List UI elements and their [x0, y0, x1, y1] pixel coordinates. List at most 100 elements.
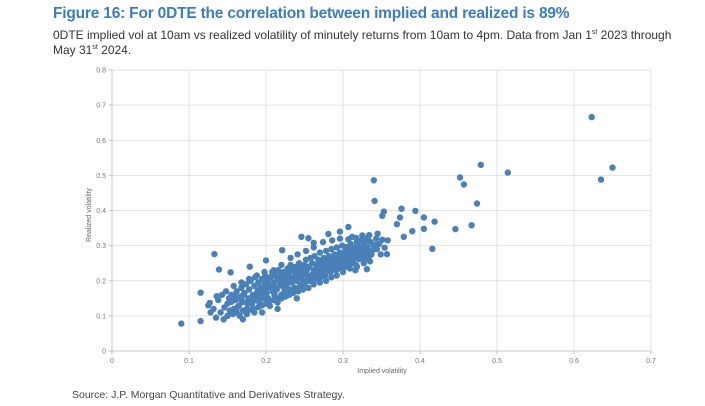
data-point: [312, 275, 319, 283]
data-point: [248, 295, 255, 302]
data-point: [220, 316, 227, 323]
data-point: [274, 299, 281, 306]
data-point: [263, 289, 270, 297]
data-point: [327, 268, 334, 276]
data-point: [234, 303, 241, 311]
y-tick-label: 0.8: [96, 68, 106, 75]
data-point: [336, 235, 344, 242]
data-point: [287, 261, 294, 269]
data-point: [295, 260, 303, 267]
data-point: [316, 249, 324, 256]
data-point: [374, 230, 381, 237]
data-point: [281, 288, 288, 295]
data-point: [228, 298, 235, 305]
subtitle-text: 2024.: [97, 43, 132, 57]
data-point: [336, 228, 344, 235]
data-point: [366, 258, 374, 265]
data-point: [328, 274, 335, 281]
data-point: [278, 261, 285, 269]
y-tick-label: 0.2: [96, 278, 106, 285]
data-point: [429, 245, 436, 252]
data-point: [319, 238, 327, 246]
data-point: [460, 181, 468, 188]
data-point: [328, 245, 335, 253]
data-point: [597, 176, 605, 183]
axes: [109, 69, 652, 354]
data-point: [368, 251, 375, 258]
data-point: [212, 314, 220, 321]
subtitle-text: 0DTE implied vol at 10am vs realized vol…: [53, 28, 592, 42]
subtitle-superscript: st: [92, 44, 98, 51]
data-point: [211, 250, 218, 258]
data-point: [240, 291, 247, 298]
data-point: [316, 279, 324, 286]
data-point: [299, 286, 307, 293]
data-point: [371, 197, 378, 205]
x-tick-label: 0.4: [415, 358, 425, 365]
tick-labels: 0 0.1 0.2 0.3 0.4 0.5 0.6 0.7 0.8 0 0.1 0.2 0.3 0.4 0.…: [96, 68, 656, 366]
data-point: [287, 254, 294, 262]
data-point: [353, 263, 361, 270]
data-point: [266, 302, 274, 310]
data-points: [178, 113, 616, 327]
data-point: [262, 257, 270, 264]
y-tick-label: 0.7: [96, 103, 106, 110]
data-point: [304, 272, 311, 279]
y-tick-label: 0.4: [96, 208, 106, 215]
data-point: [289, 279, 296, 286]
data-point: [275, 267, 282, 274]
data-point: [232, 293, 239, 300]
data-point: [359, 254, 367, 262]
data-point: [379, 212, 386, 219]
x-axis-label: Implied volatility: [357, 368, 407, 375]
data-point: [314, 268, 321, 276]
x-tick-label: 0: [110, 358, 114, 365]
data-point: [335, 260, 342, 267]
data-point: [339, 242, 346, 249]
source-note: Source: J.P. Morgan Quantitative and Der…: [72, 389, 345, 401]
data-point: [271, 291, 278, 298]
data-point: [396, 214, 404, 221]
data-point: [468, 222, 475, 229]
data-point: [370, 177, 377, 184]
data-point: [376, 240, 383, 248]
data-point: [279, 247, 286, 254]
x-tick-label: 0.2: [261, 358, 271, 365]
data-point: [238, 296, 245, 304]
data-point: [360, 260, 367, 267]
data-point: [420, 214, 428, 221]
data-point: [452, 225, 459, 233]
data-point: [258, 309, 266, 316]
data-point: [333, 272, 340, 279]
data-point: [329, 237, 336, 244]
data-point: [244, 300, 251, 307]
data-point: [245, 286, 253, 293]
data-point: [207, 309, 214, 316]
data-point: [218, 291, 226, 298]
data-point: [346, 265, 354, 272]
x-tick-label: 0.3: [338, 358, 348, 365]
data-point: [329, 261, 337, 269]
data-point: [345, 254, 352, 262]
data-point: [477, 161, 484, 168]
data-point: [205, 302, 212, 309]
data-point: [340, 258, 347, 265]
data-point: [260, 295, 267, 302]
data-point: [268, 284, 275, 291]
data-point: [227, 269, 234, 276]
data-point: [261, 268, 268, 276]
data-point: [239, 316, 247, 323]
data-point: [504, 169, 511, 176]
data-point: [258, 286, 265, 293]
data-point: [431, 218, 438, 225]
data-point: [588, 113, 595, 121]
data-point: [339, 268, 347, 276]
x-tick-label: 0.6: [569, 358, 579, 365]
data-point: [364, 244, 371, 251]
data-point: [412, 207, 419, 215]
x-tick-label: 0.7: [646, 358, 656, 365]
data-point: [398, 205, 405, 212]
data-point: [293, 295, 300, 302]
data-point: [178, 320, 185, 327]
